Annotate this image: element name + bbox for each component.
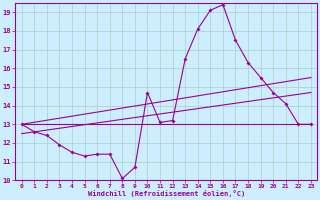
X-axis label: Windchill (Refroidissement éolien,°C): Windchill (Refroidissement éolien,°C) — [88, 190, 245, 197]
